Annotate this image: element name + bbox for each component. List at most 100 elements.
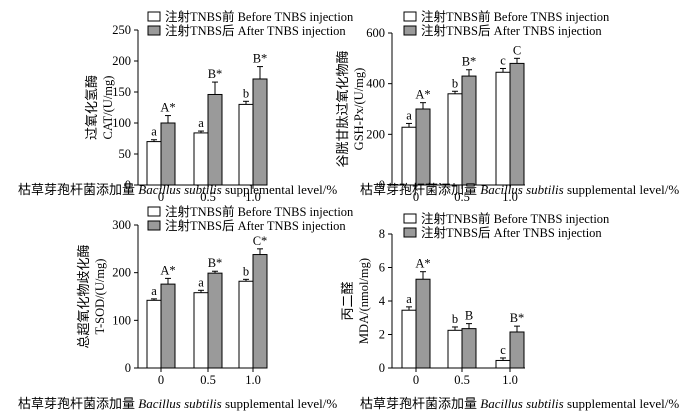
bar-s2-2 [207, 93, 223, 186]
bar-s1-2 [193, 292, 209, 369]
legend-swatch-2 [147, 25, 161, 36]
y-tick-label: 4 [379, 294, 386, 308]
legend-label-1: 注射TNBS前 Before TNBS injection [165, 9, 354, 24]
significance-label: B* [510, 311, 525, 325]
y-axis-label-cn: 谷胱甘肽过氧化物酶 [335, 50, 350, 167]
significance-label: a [198, 275, 204, 289]
x-tick-label: 1.0 [502, 190, 518, 204]
significance-label: B* [208, 256, 223, 270]
legend-swatch-2 [403, 25, 417, 36]
bar-s1-1 [401, 126, 417, 186]
legend-label-1: 注射TNBS前 Before TNBS injection [421, 9, 610, 24]
legend-swatch-1 [147, 11, 161, 22]
y-axis-label-en: CAT/(U/mg) [101, 76, 115, 140]
x-tick-label: 1.0 [245, 190, 261, 204]
y-axis-label-en: MDA/(nmol/mg) [357, 258, 371, 344]
bar-s2-3 [252, 78, 268, 186]
x-axis-label-species: Bacillus subtilis [138, 182, 221, 197]
y-tick-label: 200 [366, 127, 385, 141]
y-tick-label: 250 [112, 23, 131, 37]
x-axis-label: 枯草芽孢杆菌添加量 Bacillus subtilis supplemental… [18, 396, 337, 411]
bar-s2-2 [461, 75, 477, 186]
x-axis-label-cn: 枯草芽孢杆菌添加量 [360, 396, 480, 411]
significance-label: A* [160, 263, 175, 277]
y-tick-label: 200 [112, 266, 131, 280]
y-tick-label: 2 [379, 328, 385, 342]
bar-s1-1 [146, 141, 162, 186]
x-tick-label: 0.5 [454, 373, 470, 387]
bar-s1-1 [401, 309, 417, 369]
significance-label: c [500, 343, 506, 357]
y-axis-label-cn: 过氧化氢酶 [84, 75, 99, 140]
significance-label: A* [160, 101, 175, 115]
bar-s1-2 [447, 93, 463, 186]
bar-s2-3 [509, 62, 525, 186]
y-tick-label: 0 [125, 178, 131, 192]
significance-label: B* [253, 52, 268, 66]
bar-s2-1 [160, 122, 176, 186]
significance-label: a [406, 292, 412, 306]
x-axis-label-cn: 枯草芽孢杆菌添加量 [18, 396, 138, 411]
y-axis-label-en: GSH-Px/(U/mg) [352, 68, 366, 151]
bar-s2-2 [207, 272, 223, 369]
bar-s1-2 [447, 329, 463, 369]
legend-label-2: 注射TNBS后 After TNBS injection [165, 218, 346, 233]
y-tick-label: 100 [112, 116, 131, 130]
y-tick-label: 150 [112, 85, 131, 99]
significance-label: B* [208, 67, 223, 81]
significance-label: C [513, 43, 521, 57]
x-axis-label-tail: supplemental level/% [564, 396, 680, 411]
y-tick-label: 0 [379, 361, 385, 375]
x-tick-label: 0 [158, 190, 164, 204]
x-tick-label: 1.0 [245, 373, 261, 387]
legend-swatch-2 [147, 220, 161, 231]
significance-label: B* [462, 55, 477, 69]
x-tick-label: 0.5 [454, 190, 470, 204]
x-axis-label-tail: supplemental level/% [222, 396, 338, 411]
legend-swatch-1 [403, 11, 417, 22]
significance-label: b [243, 264, 249, 278]
significance-label: a [151, 125, 157, 139]
x-axis-label-species: Bacillus subtilis [480, 182, 563, 197]
bar-s1-3 [495, 359, 511, 369]
legend-label-1: 注射TNBS前 Before TNBS injection [165, 204, 354, 219]
x-axis-label-cn: 枯草芽孢杆菌添加量 [360, 182, 480, 197]
y-axis-label-cn: 丙二醛 [340, 281, 355, 320]
significance-label: b [452, 312, 458, 326]
bar-s2-3 [509, 331, 525, 369]
y-tick-label: 0 [125, 361, 131, 375]
significance-label: C* [253, 234, 268, 248]
significance-label: A* [415, 88, 430, 102]
significance-label: b [243, 86, 249, 100]
bar-s1-3 [238, 103, 254, 186]
bar-s2-3 [252, 254, 268, 369]
x-axis-label-tail: supplemental level/% [564, 182, 680, 197]
y-tick-label: 400 [366, 77, 385, 91]
bar-s2-1 [415, 278, 431, 369]
y-tick-label: 300 [112, 218, 131, 232]
significance-label: a [151, 284, 157, 298]
x-tick-label: 0 [413, 190, 419, 204]
bar-s1-3 [238, 280, 254, 369]
x-axis-label-cn: 枯草芽孢杆菌添加量 [18, 182, 138, 197]
bar-s2-2 [461, 328, 477, 369]
y-tick-label: 50 [119, 147, 132, 161]
x-axis-label-species: Bacillus subtilis [480, 396, 563, 411]
legend-swatch-1 [403, 213, 417, 224]
y-axis-label-cn: 总超氧化物歧化酶 [76, 244, 91, 348]
significance-label: B [465, 309, 473, 323]
legend-swatch-2 [403, 227, 417, 238]
x-axis-label: 枯草芽孢杆菌添加量 Bacillus subtilis supplemental… [360, 182, 679, 197]
x-tick-label: 1.0 [502, 373, 518, 387]
y-tick-label: 100 [112, 313, 131, 327]
y-tick-label: 6 [379, 261, 385, 275]
bar-s1-1 [146, 299, 162, 369]
y-axis-label-en: T-SOD/(U/mg) [93, 259, 107, 335]
significance-label: b [452, 76, 458, 90]
y-tick-label: 8 [379, 227, 385, 241]
